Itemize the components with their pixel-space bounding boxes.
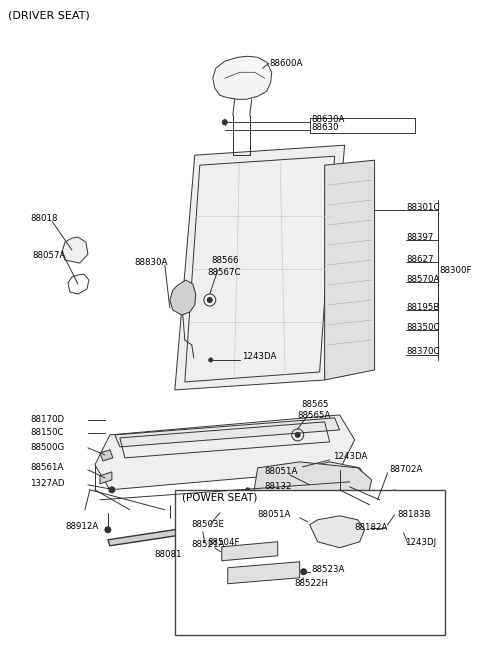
Text: 88565: 88565: [302, 400, 329, 409]
Text: 88565A: 88565A: [298, 411, 331, 421]
Circle shape: [109, 487, 115, 493]
Text: 88150C: 88150C: [30, 428, 63, 438]
Polygon shape: [213, 56, 272, 100]
Circle shape: [105, 527, 111, 533]
Circle shape: [201, 534, 205, 539]
Text: 88912A: 88912A: [65, 522, 98, 531]
Text: 88627: 88627: [407, 255, 434, 263]
Polygon shape: [252, 462, 372, 522]
Circle shape: [215, 510, 220, 515]
Polygon shape: [95, 415, 355, 490]
Polygon shape: [115, 418, 340, 447]
Circle shape: [384, 525, 391, 531]
Polygon shape: [222, 542, 278, 561]
Text: 88630: 88630: [312, 122, 339, 132]
Text: 88057A: 88057A: [32, 251, 65, 259]
Text: 88561A: 88561A: [30, 463, 63, 472]
Text: 1243DJ: 1243DJ: [405, 538, 436, 548]
Circle shape: [402, 533, 406, 537]
Text: 88170D: 88170D: [30, 415, 64, 424]
Text: 88523A: 88523A: [312, 565, 345, 574]
Text: 88702A: 88702A: [390, 465, 423, 474]
Text: 88567C: 88567C: [208, 267, 241, 276]
Text: 88051A: 88051A: [258, 510, 291, 519]
Text: 88182A: 88182A: [355, 523, 388, 533]
Text: 88500G: 88500G: [30, 443, 64, 453]
Text: 88300F: 88300F: [440, 265, 472, 274]
Polygon shape: [100, 450, 113, 461]
Polygon shape: [228, 562, 300, 584]
Circle shape: [222, 120, 227, 124]
Text: 88521A: 88521A: [192, 540, 225, 550]
Text: 88051A: 88051A: [265, 468, 298, 476]
Circle shape: [300, 569, 307, 574]
Text: 88570A: 88570A: [407, 274, 440, 284]
Polygon shape: [324, 160, 374, 380]
Polygon shape: [175, 145, 345, 390]
Text: 88504F: 88504F: [208, 538, 240, 548]
Circle shape: [299, 466, 303, 470]
Polygon shape: [170, 280, 196, 315]
Text: 88183B: 88183B: [397, 510, 431, 519]
Circle shape: [246, 488, 250, 492]
Text: 1243DA: 1243DA: [333, 453, 367, 461]
Circle shape: [209, 358, 213, 362]
Text: 88081: 88081: [155, 550, 182, 559]
Polygon shape: [108, 520, 242, 546]
Bar: [175, 490, 444, 635]
Text: 88301C: 88301C: [407, 202, 440, 212]
Text: 88370C: 88370C: [407, 347, 440, 356]
Polygon shape: [100, 472, 112, 484]
Polygon shape: [62, 237, 88, 263]
Text: 88830A: 88830A: [135, 257, 168, 267]
Text: 88018: 88018: [30, 214, 58, 223]
Text: 88630A: 88630A: [312, 115, 345, 124]
Text: 88195B: 88195B: [407, 303, 440, 312]
Circle shape: [207, 297, 212, 303]
Polygon shape: [295, 462, 368, 502]
Text: (DRIVER SEAT): (DRIVER SEAT): [8, 10, 90, 20]
Text: 88132: 88132: [265, 482, 292, 491]
Text: 88522H: 88522H: [295, 579, 329, 588]
Text: 88350C: 88350C: [407, 322, 440, 331]
Text: 1327AD: 1327AD: [30, 479, 64, 489]
Text: 88566: 88566: [212, 255, 239, 265]
Polygon shape: [310, 515, 365, 548]
Text: 88397: 88397: [407, 233, 434, 242]
Text: 1243DA: 1243DA: [242, 352, 276, 362]
Text: 88600A: 88600A: [270, 59, 303, 67]
Text: 88503E: 88503E: [192, 520, 225, 529]
Text: (POWER SEAT): (POWER SEAT): [182, 493, 257, 503]
Circle shape: [295, 432, 300, 438]
